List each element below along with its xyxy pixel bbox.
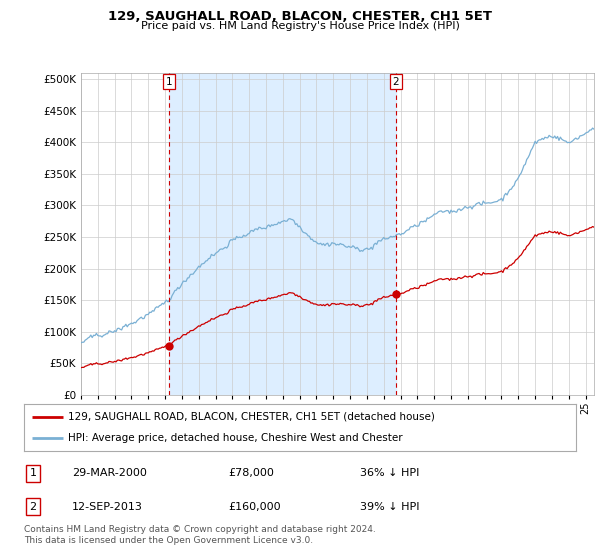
Bar: [169, 73, 395, 395]
Text: 2: 2: [392, 77, 399, 87]
Text: 129, SAUGHALL ROAD, BLACON, CHESTER, CH1 5ET (detached house): 129, SAUGHALL ROAD, BLACON, CHESTER, CH1…: [68, 412, 435, 422]
Text: Contains HM Land Registry data © Crown copyright and database right 2024.
This d: Contains HM Land Registry data © Crown c…: [24, 525, 376, 545]
Text: £160,000: £160,000: [228, 502, 281, 512]
Text: 29-MAR-2000: 29-MAR-2000: [72, 468, 147, 478]
Text: 39% ↓ HPI: 39% ↓ HPI: [360, 502, 419, 512]
Text: Price paid vs. HM Land Registry's House Price Index (HPI): Price paid vs. HM Land Registry's House …: [140, 21, 460, 31]
Text: 1: 1: [29, 468, 37, 478]
Text: 2: 2: [29, 502, 37, 512]
Text: HPI: Average price, detached house, Cheshire West and Chester: HPI: Average price, detached house, Ches…: [68, 433, 403, 444]
Text: 12-SEP-2013: 12-SEP-2013: [72, 502, 143, 512]
Text: 129, SAUGHALL ROAD, BLACON, CHESTER, CH1 5ET: 129, SAUGHALL ROAD, BLACON, CHESTER, CH1…: [108, 10, 492, 22]
Text: 1: 1: [166, 77, 172, 87]
Text: £78,000: £78,000: [228, 468, 274, 478]
Text: 36% ↓ HPI: 36% ↓ HPI: [360, 468, 419, 478]
